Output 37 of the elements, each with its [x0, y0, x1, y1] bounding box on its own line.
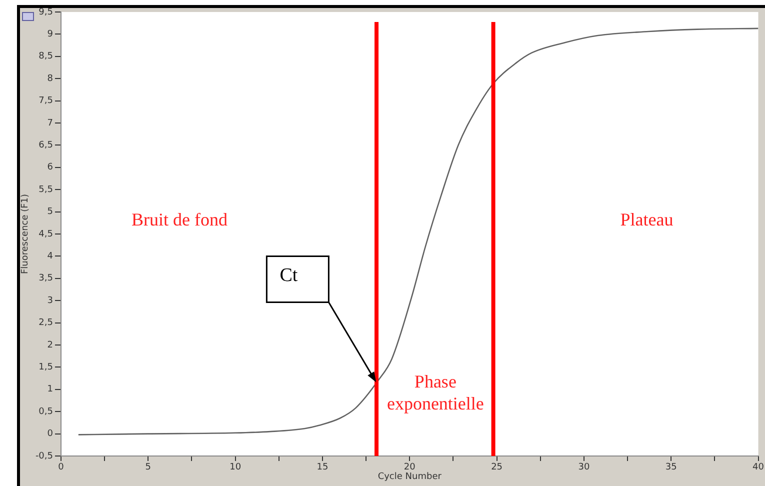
y-tick-label: 1: [47, 384, 53, 395]
x-axis-title: Cycle Number: [378, 472, 442, 482]
x-tick-label: 40: [752, 462, 764, 473]
y-tick-label: 8: [47, 74, 54, 84]
y-tick-label: 6,5: [38, 140, 53, 151]
y-tick-label: -0,5: [35, 451, 53, 462]
annotation: Ct: [280, 265, 298, 286]
y-tick-label: 5,5: [38, 184, 53, 195]
x-tick-label: 10: [230, 462, 242, 473]
x-tick-label: 5: [145, 462, 152, 473]
y-tick-label: 1,5: [38, 362, 53, 373]
y-tick-label: 5: [47, 207, 53, 218]
y-tick-label: 3: [47, 296, 53, 306]
y-tick-label: 3,5: [38, 274, 53, 284]
y-tick-label: 9,5: [38, 7, 53, 18]
y-tick-label: 2,5: [38, 318, 53, 328]
annotation: Plateau: [620, 209, 674, 230]
x-tick-label: 30: [578, 462, 590, 473]
y-tick-label: 6: [47, 162, 54, 173]
y-tick-label: 7,5: [38, 96, 53, 106]
x-tick-label: 15: [316, 462, 328, 473]
annotation: Phase exponentielle: [386, 372, 484, 414]
annotation: Bruit de fond: [132, 209, 228, 230]
line-series: [78, 28, 758, 436]
y-tick-label: 9: [47, 30, 54, 40]
y-tick-label: 4,5: [38, 229, 53, 240]
y-tick-label: 4: [47, 252, 54, 262]
y-axis-title: Fluorescence (F1): [20, 194, 31, 274]
y-tick-label: 7: [47, 118, 53, 128]
x-tick-label: 25: [491, 462, 503, 473]
y-tick-label: 0: [47, 429, 54, 440]
y-tick-label: 8,5: [38, 52, 53, 62]
x-tick-label: 35: [665, 462, 677, 473]
y-tick-label: 0,5: [38, 406, 53, 417]
x-tick-label: 0: [58, 462, 64, 473]
x-tick-label: 20: [404, 462, 416, 473]
y-tick-label: 2: [47, 340, 53, 350]
